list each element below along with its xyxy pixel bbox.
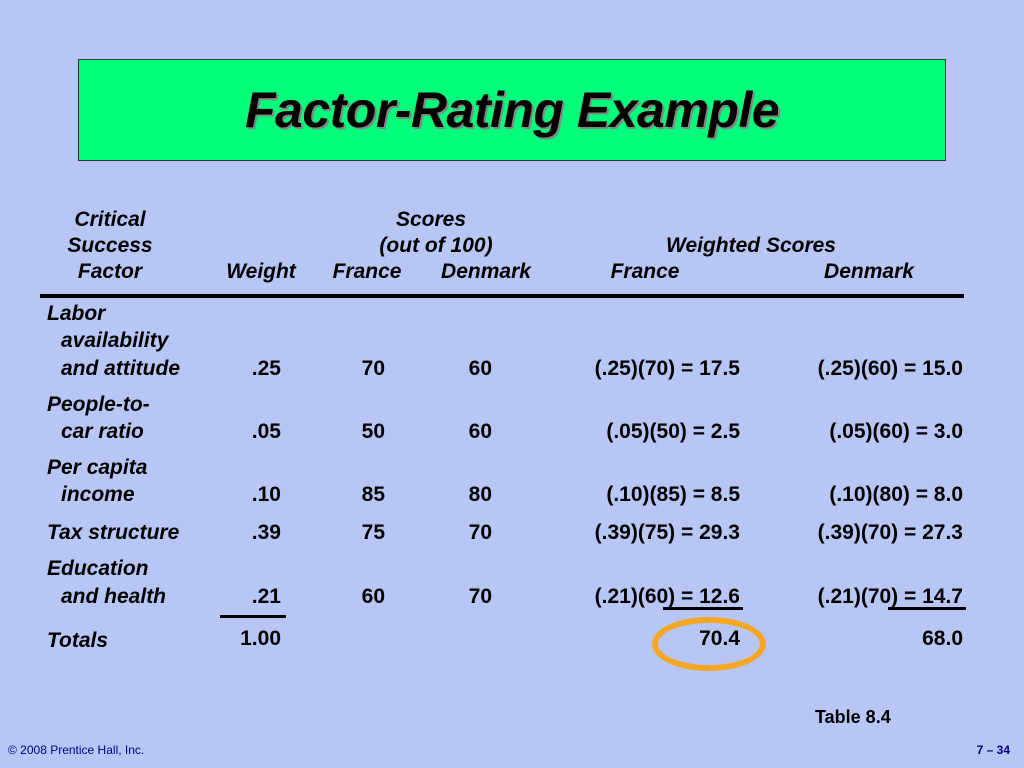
table-caption: Table 8.4 — [815, 707, 891, 727]
france-sum-underline — [663, 607, 743, 610]
row-weighted-denmark: (.05)(60) = 3.0 — [829, 420, 963, 443]
header-scores: Scores — [395, 208, 467, 231]
highlight-ellipse — [652, 617, 766, 671]
row-weighted-france: (.39)(75) = 29.3 — [594, 521, 740, 544]
row-score-denmark: 60 — [468, 357, 492, 380]
row-factor-line: Education — [47, 557, 149, 580]
header-factor-line1: Critical — [74, 208, 146, 231]
row-score-france: 85 — [361, 483, 385, 506]
weight-sum-underline — [220, 615, 286, 618]
totals-weighted-denmark: 68.0 — [922, 627, 963, 650]
header-rule — [40, 294, 964, 298]
row-weight: .39 — [251, 521, 281, 544]
row-weighted-denmark: (.25)(60) = 15.0 — [817, 357, 963, 380]
row-score-france: 75 — [361, 521, 385, 544]
header-factor-line2: Success — [67, 234, 153, 257]
slide-title: Factor-Rating Example — [244, 82, 780, 138]
row-score-denmark: 80 — [468, 483, 492, 506]
header-weighted-denmark: Denmark — [824, 260, 914, 283]
row-weighted-denmark: (.39)(70) = 27.3 — [817, 521, 963, 544]
row-factor-line: Labor — [47, 302, 106, 325]
row-score-france: 50 — [361, 420, 385, 443]
header-scores-france: France — [332, 260, 402, 283]
footer-copyright: © 2008 Prentice Hall, Inc. — [8, 743, 145, 757]
header-scores-sub: (out of 100) — [379, 234, 493, 257]
row-weighted-denmark: (.21)(70) = 14.7 — [817, 585, 963, 608]
header-weighted-scores: Weighted Scores — [666, 234, 836, 257]
header-factor-line3: Factor — [77, 260, 143, 283]
row-weighted-france: (.25)(70) = 17.5 — [594, 357, 740, 380]
totals-label: Totals — [47, 629, 109, 652]
row-weighted-france: (.21)(60) = 12.6 — [594, 585, 740, 608]
row-weight: .05 — [251, 420, 281, 443]
row-weighted-france: (.10)(85) = 8.5 — [606, 483, 740, 506]
row-factor-line: Per capita — [47, 456, 148, 479]
row-weight: .21 — [251, 585, 281, 608]
denmark-sum-underline — [888, 607, 966, 610]
row-factor-line: availability — [61, 329, 169, 352]
row-factor-line: and attitude — [61, 357, 180, 380]
row-weighted-denmark: (.10)(80) = 8.0 — [829, 483, 963, 506]
row-score-denmark: 70 — [468, 521, 492, 544]
row-weighted-france: (.05)(50) = 2.5 — [606, 420, 740, 443]
row-factor-line: income — [61, 483, 135, 506]
row-score-denmark: 70 — [468, 585, 492, 608]
totals-weight: 1.00 — [240, 627, 281, 650]
row-weight: .25 — [251, 357, 281, 380]
row-score-denmark: 60 — [468, 420, 492, 443]
header-weight: Weight — [226, 260, 296, 283]
row-score-france: 70 — [361, 357, 385, 380]
row-factor-line: car ratio — [61, 420, 144, 443]
header-weighted-france: France — [610, 260, 680, 283]
header-scores-denmark: Denmark — [441, 260, 531, 283]
row-factor-line: People-to- — [47, 393, 150, 416]
footer-page-number: 7 – 34 — [976, 743, 1010, 757]
row-factor-line: Tax structure — [47, 521, 180, 544]
title-box: Factor-Rating Example — [78, 59, 946, 161]
row-weight: .10 — [251, 483, 281, 506]
row-factor-line: and health — [61, 585, 167, 608]
totals-weighted-france: 70.4 — [699, 627, 740, 650]
row-score-france: 60 — [361, 585, 385, 608]
